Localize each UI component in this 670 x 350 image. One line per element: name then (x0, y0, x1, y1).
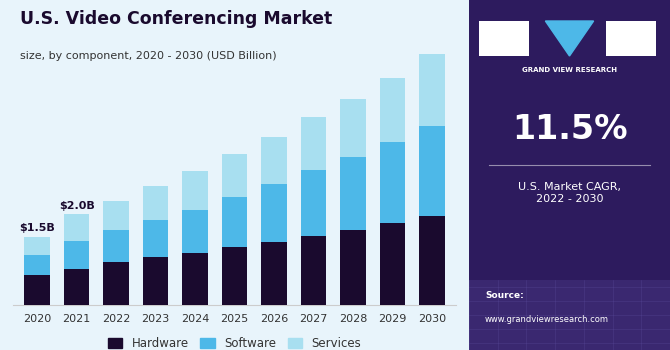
Bar (103, 261, 129, 304)
Bar (380, 142, 405, 223)
Bar (24, 237, 50, 255)
FancyBboxPatch shape (479, 21, 529, 56)
Bar (261, 242, 287, 304)
Bar (24, 275, 50, 304)
Text: Source:: Source: (485, 290, 524, 300)
Bar (64, 269, 89, 304)
Text: U.S. Video Conferencing Market: U.S. Video Conferencing Market (20, 10, 332, 28)
Bar (380, 78, 405, 142)
Polygon shape (545, 21, 594, 56)
Bar (261, 184, 287, 242)
Text: U.S. Market CAGR,
2022 - 2030: U.S. Market CAGR, 2022 - 2030 (518, 182, 621, 204)
Bar (103, 230, 129, 261)
Bar (103, 201, 129, 230)
Bar (143, 186, 168, 220)
Bar (261, 137, 287, 184)
Text: size, by component, 2020 - 2030 (USD Billion): size, by component, 2020 - 2030 (USD Bil… (20, 51, 277, 61)
Bar (340, 230, 366, 304)
Bar (301, 117, 326, 170)
Bar (301, 170, 326, 236)
Bar (222, 154, 247, 197)
Bar (182, 253, 208, 304)
FancyBboxPatch shape (469, 280, 670, 350)
Text: $1.5B: $1.5B (19, 223, 55, 233)
Bar (64, 241, 89, 269)
Text: GRAND VIEW RESEARCH: GRAND VIEW RESEARCH (522, 66, 617, 72)
Bar (143, 220, 168, 257)
Bar (222, 247, 247, 304)
Bar (419, 54, 445, 126)
Bar (24, 255, 50, 275)
Bar (222, 197, 247, 247)
Bar (419, 216, 445, 304)
Bar (143, 257, 168, 304)
Bar (380, 223, 405, 304)
Bar (182, 210, 208, 253)
Text: $2.0B: $2.0B (59, 201, 94, 211)
FancyBboxPatch shape (606, 21, 656, 56)
Bar (340, 157, 366, 230)
Text: www.grandviewresearch.com: www.grandviewresearch.com (485, 315, 609, 324)
Bar (64, 214, 89, 241)
Bar (419, 126, 445, 216)
Bar (301, 236, 326, 304)
Legend: Hardware, Software, Services: Hardware, Software, Services (103, 332, 366, 350)
Bar (182, 171, 208, 210)
Bar (340, 99, 366, 157)
Text: 11.5%: 11.5% (512, 113, 627, 146)
